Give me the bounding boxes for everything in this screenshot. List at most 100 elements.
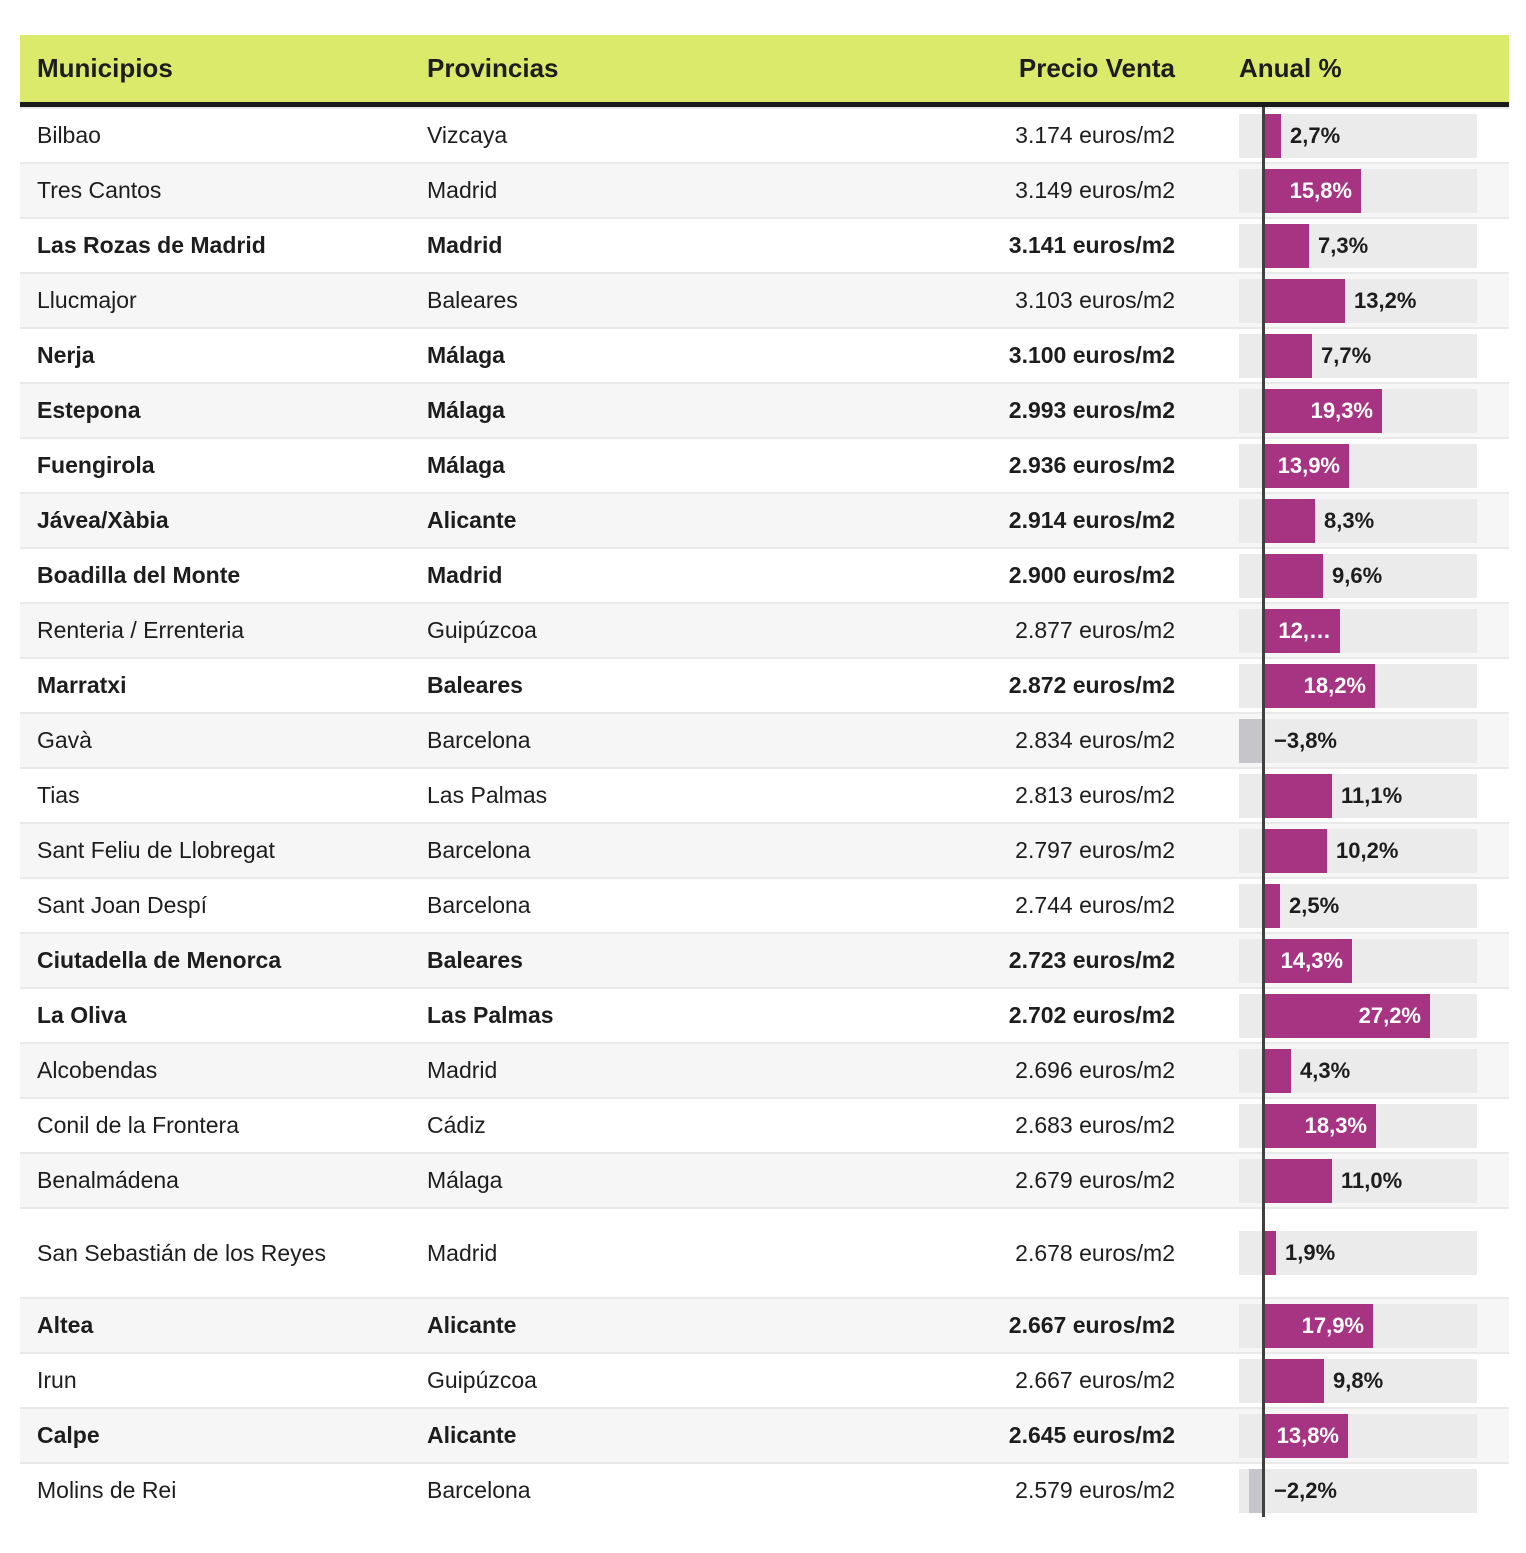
table-row: Llucmajor Baleares 3.103 euros/m2 13,2% bbox=[20, 272, 1509, 327]
anual-pct-cell: −3,8% bbox=[1239, 714, 1477, 767]
precio-venta-cell-text: 2.936 euros/m2 bbox=[1008, 452, 1175, 478]
precio-venta-cell: 2.744 euros/m2 bbox=[827, 892, 1175, 919]
bar-value-label: 7,3% bbox=[1318, 232, 1369, 258]
provincia-cell-text: Vizcaya bbox=[427, 122, 508, 148]
positive-bar bbox=[1262, 1048, 1291, 1093]
bar-value-label: 19,3% bbox=[1310, 397, 1373, 423]
positive-bar bbox=[1262, 1158, 1332, 1203]
anual-pct-cell: 8,3% bbox=[1239, 494, 1477, 547]
municipio-cell-text: Calpe bbox=[37, 1422, 100, 1449]
precio-venta-cell: 2.723 euros/m2 bbox=[827, 947, 1175, 974]
anual-pct-cell: 9,6% bbox=[1239, 549, 1477, 602]
municipio-cell: Las Rozas de Madrid bbox=[37, 231, 427, 260]
precio-venta-cell: 2.813 euros/m2 bbox=[827, 782, 1175, 809]
anual-pct-cell: 19,3% bbox=[1239, 384, 1477, 437]
bar-value-label: 12,… bbox=[1278, 617, 1331, 643]
table-row: Fuengirola Málaga 2.936 euros/m2 13,9% bbox=[20, 437, 1509, 492]
anual-pct-cell: 11,0% bbox=[1239, 1154, 1477, 1207]
precio-venta-cell: 2.667 euros/m2 bbox=[827, 1312, 1175, 1339]
municipio-cell-text: Fuengirola bbox=[37, 452, 155, 479]
provincia-cell: Alicante bbox=[427, 1422, 827, 1449]
table-row: Conil de la Frontera Cádiz 2.683 euros/m2 1… bbox=[20, 1097, 1509, 1152]
column-header-anual-pct: Anual % bbox=[1239, 53, 1342, 83]
anual-pct-cell: 14,3% bbox=[1239, 934, 1477, 987]
provincia-cell: Madrid bbox=[427, 1240, 827, 1267]
positive-bar bbox=[1262, 333, 1312, 378]
bar-track: 13,8% bbox=[1239, 1413, 1477, 1458]
precio-venta-cell-text: 2.723 euros/m2 bbox=[1008, 947, 1175, 973]
bar-track: 18,2% bbox=[1239, 663, 1477, 708]
bar-value-label: 2,5% bbox=[1289, 892, 1340, 918]
table-row: Calpe Alicante 2.645 euros/m2 13,8% bbox=[20, 1407, 1509, 1462]
municipio-cell-text: San Sebastián de los Reyes bbox=[37, 1239, 326, 1266]
precio-venta-cell: 3.174 euros/m2 bbox=[827, 122, 1175, 149]
municipio-cell-text: Tres Cantos bbox=[37, 177, 162, 204]
bar-value-label: 18,3% bbox=[1304, 1112, 1367, 1138]
positive-bar bbox=[1262, 168, 1361, 213]
bar-value-label: −2,2% bbox=[1274, 1477, 1337, 1503]
provincia-cell: Vizcaya bbox=[427, 122, 827, 149]
bar-track: 1,9% bbox=[1239, 1231, 1477, 1275]
provincia-cell: Barcelona bbox=[427, 727, 827, 754]
precio-venta-cell-text: 2.900 euros/m2 bbox=[1008, 562, 1175, 588]
bar-track: 9,8% bbox=[1239, 1358, 1477, 1403]
municipality-price-table: Municipios Provincias Precio Venta Anual… bbox=[20, 35, 1509, 1517]
anual-pct-cell: 11,1% bbox=[1239, 769, 1477, 822]
bar-value-label: 13,9% bbox=[1277, 452, 1340, 478]
table-row: Irun Guipúzcoa 2.667 euros/m2 9,8% bbox=[20, 1352, 1509, 1407]
municipio-cell-text: Ciutadella de Menorca bbox=[37, 947, 282, 974]
provincia-cell: Alicante bbox=[427, 507, 827, 534]
provincia-cell: Guipúzcoa bbox=[427, 1367, 827, 1394]
precio-venta-cell: 2.936 euros/m2 bbox=[827, 452, 1175, 479]
bar-value-label: 14,3% bbox=[1280, 947, 1343, 973]
bar-value-label: 11,0% bbox=[1341, 1167, 1403, 1193]
bar-track: 11,1% bbox=[1239, 773, 1477, 818]
provincia-cell-text: Alicante bbox=[427, 1422, 517, 1448]
precio-venta-cell-text: 3.174 euros/m2 bbox=[1015, 122, 1175, 148]
municipio-cell: Bilbao bbox=[37, 121, 427, 150]
table-row: Renteria / Errenteria Guipúzcoa 2.877 euro… bbox=[20, 602, 1509, 657]
positive-bar bbox=[1262, 553, 1323, 598]
provincia-cell-text: Baleares bbox=[427, 672, 523, 698]
provincia-cell: Cádiz bbox=[427, 1112, 827, 1139]
positive-bar bbox=[1262, 498, 1315, 543]
table-row: Nerja Málaga 3.100 euros/m2 7,7% bbox=[20, 327, 1509, 382]
precio-venta-cell-text: 2.667 euros/m2 bbox=[1008, 1312, 1175, 1338]
bar-value-label: 9,6% bbox=[1332, 562, 1383, 588]
bar-track: 9,6% bbox=[1239, 553, 1477, 598]
municipio-cell-text: Boadilla del Monte bbox=[37, 562, 241, 589]
provincia-cell: Baleares bbox=[427, 947, 827, 974]
municipio-cell-text: Estepona bbox=[37, 397, 141, 424]
anual-pct-cell: 18,3% bbox=[1239, 1099, 1477, 1152]
table-header-row: Municipios Provincias Precio Venta Anual… bbox=[20, 35, 1509, 107]
bar-track: 7,3% bbox=[1239, 223, 1477, 268]
positive-bar bbox=[1262, 663, 1375, 708]
provincia-cell: Barcelona bbox=[427, 837, 827, 864]
provincia-cell: Las Palmas bbox=[427, 1002, 827, 1029]
precio-venta-cell-text: 2.667 euros/m2 bbox=[1015, 1367, 1175, 1393]
column-header-provincias: Provincias bbox=[427, 53, 559, 83]
municipio-cell-text: Las Rozas de Madrid bbox=[37, 232, 266, 259]
table-row: Molins de Rei Barcelona 2.579 euros/m2 −2,2… bbox=[20, 1462, 1509, 1517]
anual-pct-cell: 13,9% bbox=[1239, 439, 1477, 492]
provincia-cell-text: Las Palmas bbox=[427, 1002, 554, 1028]
anual-pct-cell: 18,2% bbox=[1239, 659, 1477, 712]
anual-pct-cell: 12,… bbox=[1239, 604, 1477, 657]
provincia-cell-text: Las Palmas bbox=[427, 782, 548, 808]
municipio-cell: Altea bbox=[37, 1311, 427, 1340]
positive-bar bbox=[1262, 223, 1309, 268]
municipio-cell: Sant Joan Despí bbox=[37, 891, 427, 920]
precio-venta-cell-text: 2.834 euros/m2 bbox=[1015, 727, 1175, 753]
bar-value-label: 7,7% bbox=[1321, 342, 1372, 368]
bar-value-label: 4,3% bbox=[1300, 1057, 1351, 1083]
table-body: Bilbao Vizcaya 3.174 euros/m2 2,7% Tres Cant… bbox=[20, 107, 1509, 1517]
provincia-cell-text: Madrid bbox=[427, 177, 498, 203]
precio-venta-cell-text: 2.872 euros/m2 bbox=[1008, 672, 1175, 698]
anual-pct-cell: 13,2% bbox=[1239, 274, 1477, 327]
bar-track: 8,3% bbox=[1239, 498, 1477, 543]
table-row: Altea Alicante 2.667 euros/m2 17,9% bbox=[20, 1297, 1509, 1352]
table-row: Tias Las Palmas 2.813 euros/m2 11,1% bbox=[20, 767, 1509, 822]
precio-venta-cell-text: 2.696 euros/m2 bbox=[1015, 1057, 1175, 1083]
precio-venta-cell: 2.834 euros/m2 bbox=[827, 727, 1175, 754]
precio-venta-cell: 2.872 euros/m2 bbox=[827, 672, 1175, 699]
